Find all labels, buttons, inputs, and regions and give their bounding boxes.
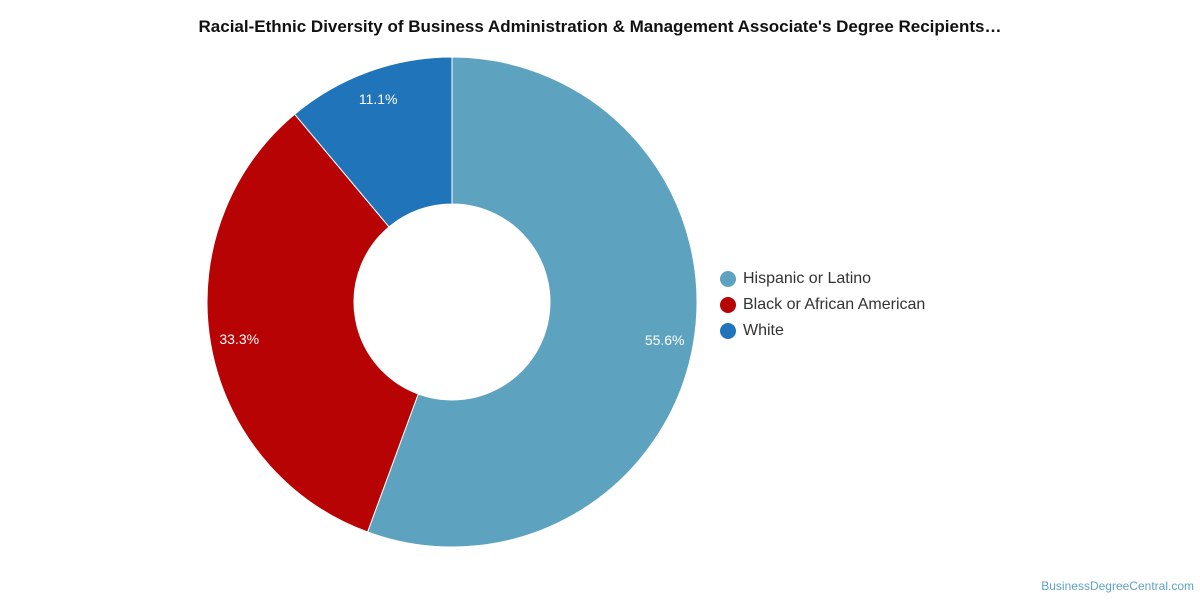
slice-label-black-or-african-american: 33.3% [219,331,259,347]
legend: Hispanic or Latino Black or African Ameri… [720,266,925,344]
slice-label-hispanic-or-latino: 55.6% [645,332,685,348]
slices-group [206,56,698,548]
slice-black-or-african-american [206,113,419,533]
legend-label: Black or African American [743,296,926,313]
chart-title: Racial-Ethnic Diversity of Business Admi… [198,17,1002,36]
slice-labels-group: 55.6% 33.3% 11.1% [219,91,684,348]
slice-white [293,56,453,228]
legend-label: Hispanic or Latino [743,270,872,287]
slice-hispanic-or-latino [366,56,698,548]
legend-item-white: White [720,318,925,344]
legend-swatch-icon [720,271,736,287]
legend-label: White [743,322,784,339]
legend-swatch-icon [720,323,736,339]
legend-item-black-or-african-american: Black or African American [720,292,925,318]
legend-swatch-icon [720,297,736,313]
legend-item-hispanic-or-latino: Hispanic or Latino [720,266,925,292]
slice-label-white: 11.1% [359,91,398,107]
watermark: BusinessDegreeCentral.com [1041,579,1194,593]
